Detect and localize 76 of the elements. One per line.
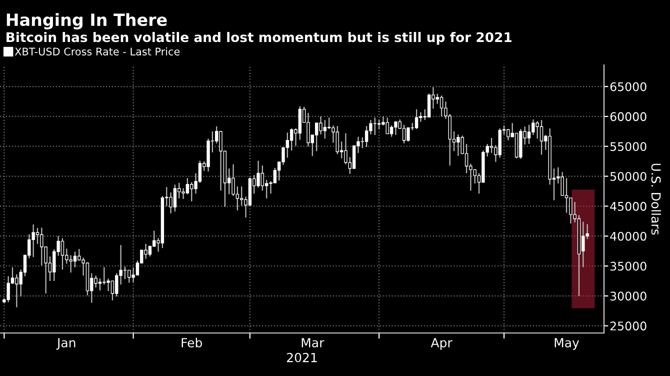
candlestick — [73, 251, 77, 268]
candlestick — [32, 224, 35, 258]
chart-title: Hanging In There — [6, 13, 167, 30]
candlestick — [94, 275, 98, 288]
candlestick — [390, 124, 394, 138]
candlestick — [314, 122, 318, 152]
y-tick-label: 65000 — [610, 82, 646, 92]
candlestick — [564, 178, 568, 214]
candlestick — [190, 182, 194, 202]
candlestick — [102, 266, 106, 286]
candlestick — [506, 128, 510, 141]
candlestick — [540, 119, 544, 156]
candlestick — [514, 132, 518, 159]
candlestick — [232, 164, 235, 197]
candlestick — [344, 132, 348, 165]
candlestick — [260, 164, 264, 192]
y-tick-label: 60000 — [610, 112, 646, 122]
candlestick — [186, 178, 190, 195]
candlestick — [319, 116, 322, 135]
candlestick — [352, 145, 356, 169]
candlestick — [402, 124, 406, 144]
y-axis-title: U.S. Dollars — [651, 164, 661, 235]
candlestick — [69, 254, 72, 274]
candlestick — [240, 186, 244, 206]
candlestick — [169, 192, 172, 214]
candlestick — [386, 117, 389, 134]
candlestick — [406, 126, 410, 142]
candlestick — [144, 243, 148, 260]
candlestick — [286, 132, 290, 158]
y-tick-label: 50000 — [610, 172, 646, 181]
candlestick — [394, 120, 398, 136]
candlestick — [473, 168, 476, 184]
candlestick — [560, 172, 564, 197]
chart-subtitle: Bitcoin has been volatile and lost momentum but is still up for 2021 — [6, 32, 512, 45]
y-tick-label: 35000 — [610, 262, 646, 271]
candlestick — [414, 108, 418, 130]
candlestick — [219, 130, 222, 192]
candlestick — [336, 125, 340, 155]
y-tick-label: 45000 — [610, 202, 646, 211]
candlestick — [298, 106, 302, 140]
candlestick — [569, 197, 572, 224]
candlestick — [456, 134, 460, 156]
candlestick — [6, 276, 10, 303]
candlestick — [15, 274, 18, 308]
candlestick — [60, 238, 64, 270]
x-tick-label: May — [554, 338, 580, 350]
candlestick — [532, 118, 535, 136]
y-tick-label: 55000 — [610, 142, 646, 152]
y-tick-label: 40000 — [610, 232, 646, 241]
candlestick — [256, 160, 260, 188]
candlestick — [490, 137, 494, 154]
candlestick — [436, 93, 439, 104]
candlestick — [128, 270, 131, 284]
candlestick — [36, 227, 40, 244]
candlestick — [323, 119, 327, 140]
x-tick-label: Jan — [56, 338, 76, 350]
x-tick-label: Apr — [430, 338, 452, 350]
candlestick — [290, 128, 294, 152]
candlestick — [440, 94, 444, 117]
y-tick-label: 25000 — [610, 322, 646, 330]
candlestick — [115, 272, 118, 298]
candlestick — [306, 112, 310, 147]
candlestick — [173, 184, 177, 212]
candlestick — [427, 93, 431, 118]
candlestick — [364, 125, 368, 148]
candlestick — [536, 120, 539, 140]
y-tick-label: 30000 — [610, 292, 646, 301]
candlestick — [582, 221, 585, 268]
x-tick-label: Feb — [182, 338, 202, 348]
x-tick-label: Mar — [302, 338, 324, 348]
candlestick — [182, 188, 185, 200]
candlestick — [106, 278, 110, 292]
candlestick — [40, 227, 44, 266]
x-axis-title: 2021 — [287, 352, 317, 362]
legend-label: XBT-USD Cross Rate - Last Price — [14, 47, 180, 56]
candlestick — [527, 124, 531, 145]
